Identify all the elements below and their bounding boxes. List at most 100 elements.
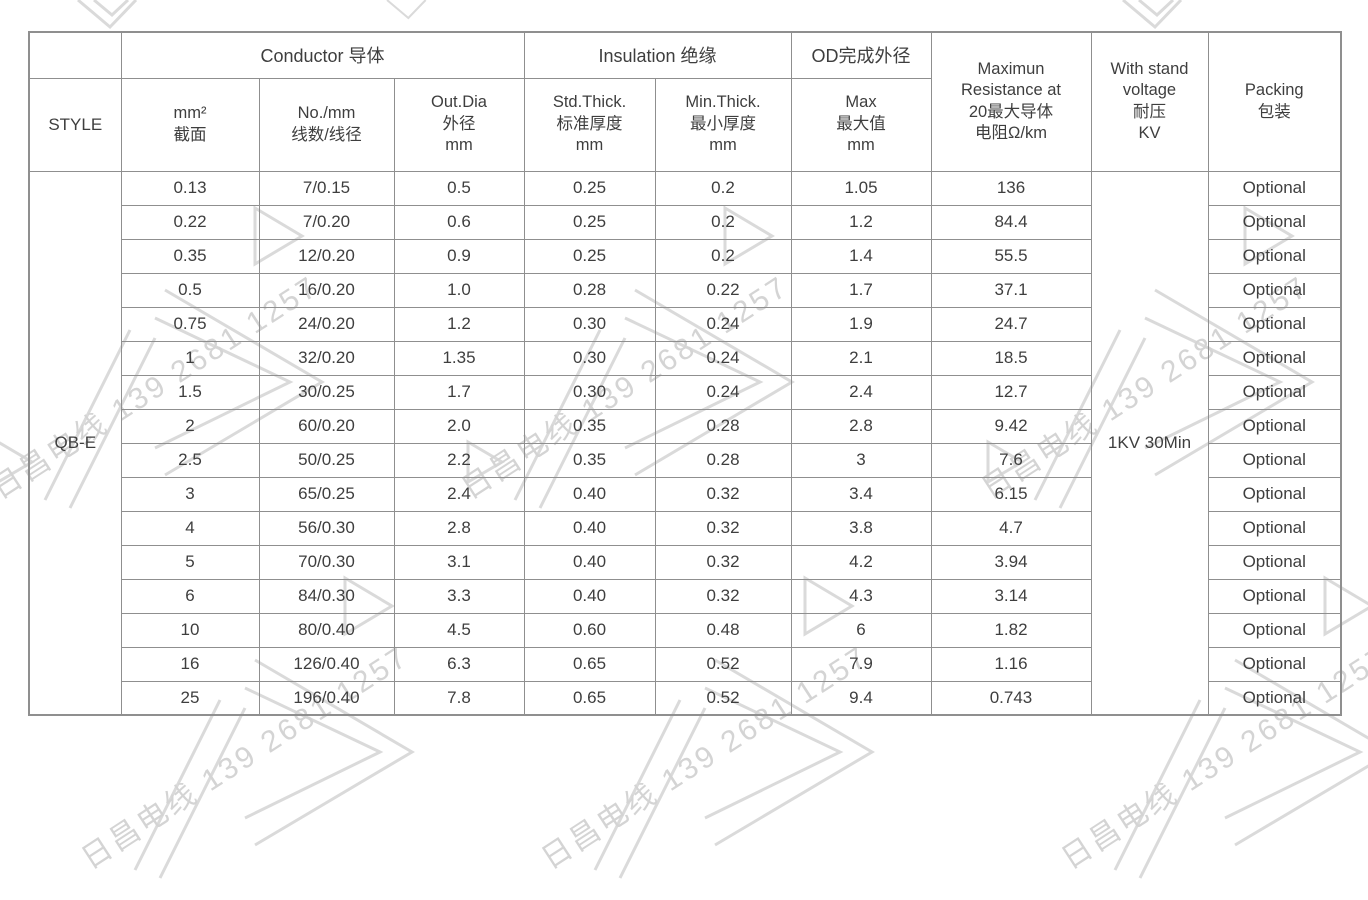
out-dia-header-line: mm: [445, 136, 473, 155]
cell-mm2: 1.5: [120, 374, 260, 410]
style-column-header: STYLE: [28, 77, 122, 172]
cell-min-thick: 0.28: [654, 442, 792, 478]
cell-od-max: 6: [790, 612, 932, 648]
cell-no-mm: 50/0.25: [258, 442, 395, 478]
cell-mm2: 2: [120, 408, 260, 444]
min-thick-header-line: 最小厚度: [690, 114, 756, 133]
cell-min-thick: 0.22: [654, 272, 792, 308]
cell-no-mm: 7/0.15: [258, 170, 395, 206]
packing-header-line: 包装: [1257, 102, 1291, 121]
cell-mm2: 0.75: [120, 306, 260, 342]
cell-resistance: 0.743: [930, 680, 1092, 716]
cell-resistance: 9.42: [930, 408, 1092, 444]
mm2-header-line: 截面: [173, 125, 207, 144]
std-thick-column-header: Std.Thick. 标准厚度 mm: [523, 77, 656, 172]
cell-out-dia: 4.5: [393, 612, 525, 648]
min-thick-column-header: Min.Thick. 最小厚度 mm: [654, 77, 792, 172]
table-row: 2 60/0.20 2.0 0.35 0.28 2.8 9.42 Optiona…: [29, 408, 1342, 444]
cell-out-dia: 0.9: [393, 238, 525, 274]
cell-std-thick: 0.40: [523, 544, 656, 580]
cell-mm2: 0.35: [120, 238, 260, 274]
cell-resistance: 37.1: [930, 272, 1092, 308]
cell-od-max: 1.7: [790, 272, 932, 308]
spec-sheet-page: 日昌电线 139 2681 1257 日昌电线 139 2681 1257 日昌…: [0, 0, 1368, 879]
cell-no-mm: 12/0.20: [258, 238, 395, 274]
cell-packing: Optional: [1207, 510, 1342, 546]
table-row: 0.35 12/0.20 0.9 0.25 0.2 1.4 55.5 Optio…: [29, 238, 1342, 274]
packing-header-line: Packing: [1244, 81, 1304, 100]
cell-mm2: 2.5: [120, 442, 260, 478]
conductor-group-header: Conductor 导体: [120, 31, 525, 79]
cell-mm2: 3: [120, 476, 260, 512]
cell-packing: Optional: [1207, 408, 1342, 444]
cell-resistance: 12.7: [930, 374, 1092, 410]
cell-od-max: 1.05: [790, 170, 932, 206]
cell-od-max: 4.3: [790, 578, 932, 614]
table-row: 0.75 24/0.20 1.2 0.30 0.24 1.9 24.7 Opti…: [29, 306, 1342, 342]
cell-packing: Optional: [1207, 442, 1342, 478]
cell-out-dia: 0.5: [393, 170, 525, 206]
table-row: 3 65/0.25 2.4 0.40 0.32 3.4 6.15 Optiona…: [29, 476, 1342, 512]
cell-no-mm: 16/0.20: [258, 272, 395, 308]
cell-no-mm: 65/0.25: [258, 476, 395, 512]
cell-std-thick: 0.65: [523, 680, 656, 716]
header-row-subcolumns: STYLE mm² 截面 No./mm 线数/线径 Out.Dia 外径 mm …: [28, 77, 1341, 172]
header-row-groups: Conductor 导体 Insulation 绝缘 OD完成外径 Maximu…: [28, 31, 1342, 172]
cell-mm2: 6: [120, 578, 260, 614]
cell-out-dia: 1.7: [393, 374, 525, 410]
voltage-header-line: KV: [1138, 124, 1161, 143]
cell-std-thick: 0.30: [523, 340, 656, 376]
cell-od-max: 2.8: [790, 408, 932, 444]
table-row: 0.22 7/0.20 0.6 0.25 0.2 1.2 84.4 Option…: [29, 204, 1342, 240]
cell-packing: Optional: [1207, 578, 1342, 614]
wire-spec-table: Conductor 导体 Insulation 绝缘 OD完成外径 Maximu…: [28, 31, 1342, 716]
cell-no-mm: 70/0.30: [258, 544, 395, 580]
cell-no-mm: 60/0.20: [258, 408, 395, 444]
cell-out-dia: 2.8: [393, 510, 525, 546]
table-row: 25 196/0.40 7.8 0.65 0.52 9.4 0.743 Opti…: [29, 680, 1342, 716]
std-thick-header-line: Std.Thick.: [552, 93, 627, 112]
cell-mm2: 0.5: [120, 272, 260, 308]
cell-od-max: 7.9: [790, 646, 932, 682]
cell-od-max: 3.4: [790, 476, 932, 512]
watermark-triangle-icon: [77, 0, 138, 30]
cell-std-thick: 0.60: [523, 612, 656, 648]
cell-out-dia: 2.0: [393, 408, 525, 444]
cell-packing: Optional: [1207, 170, 1342, 206]
cell-od-max: 2.1: [790, 340, 932, 376]
watermark-triangle-icon: [386, 0, 427, 20]
cell-resistance: 7.6: [930, 442, 1092, 478]
resistance-header-line: Maximun: [977, 59, 1045, 78]
cell-mm2: 0.22: [120, 204, 260, 240]
cell-std-thick: 0.25: [523, 204, 656, 240]
cell-min-thick: 0.2: [654, 238, 792, 274]
cell-no-mm: 80/0.40: [258, 612, 395, 648]
cell-no-mm: 56/0.30: [258, 510, 395, 546]
od-max-column-header: Max 最大值 mm: [790, 77, 932, 172]
od-group-header: OD完成外径: [790, 31, 932, 79]
cell-od-max: 4.2: [790, 544, 932, 580]
resistance-header-line: 20最大导体: [968, 102, 1054, 121]
min-thick-header-line: Min.Thick.: [685, 93, 761, 112]
cell-resistance: 84.4: [930, 204, 1092, 240]
table-row: 5 70/0.30 3.1 0.40 0.32 4.2 3.94 Optiona…: [29, 544, 1342, 580]
out-dia-header-line: Out.Dia: [431, 93, 487, 112]
cell-resistance: 1.16: [930, 646, 1092, 682]
od-max-header-line: mm: [847, 136, 875, 155]
cell-min-thick: 0.32: [654, 476, 792, 512]
cell-min-thick: 0.52: [654, 646, 792, 682]
voltage-column-header: With stand voltage 耐压 KV: [1090, 31, 1209, 172]
min-thick-header-line: mm: [709, 136, 737, 155]
cell-resistance: 4.7: [930, 510, 1092, 546]
insulation-group-header: Insulation 绝缘: [523, 31, 792, 79]
cell-od-max: 2.4: [790, 374, 932, 410]
cell-min-thick: 0.28: [654, 408, 792, 444]
cell-std-thick: 0.28: [523, 272, 656, 308]
cell-out-dia: 1.0: [393, 272, 525, 308]
voltage-header-line: voltage: [1122, 81, 1177, 100]
od-max-header-line: 最大值: [836, 114, 886, 133]
cell-out-dia: 3.1: [393, 544, 525, 580]
cell-mm2: 4: [120, 510, 260, 546]
cell-min-thick: 0.32: [654, 578, 792, 614]
cell-resistance: 24.7: [930, 306, 1092, 342]
